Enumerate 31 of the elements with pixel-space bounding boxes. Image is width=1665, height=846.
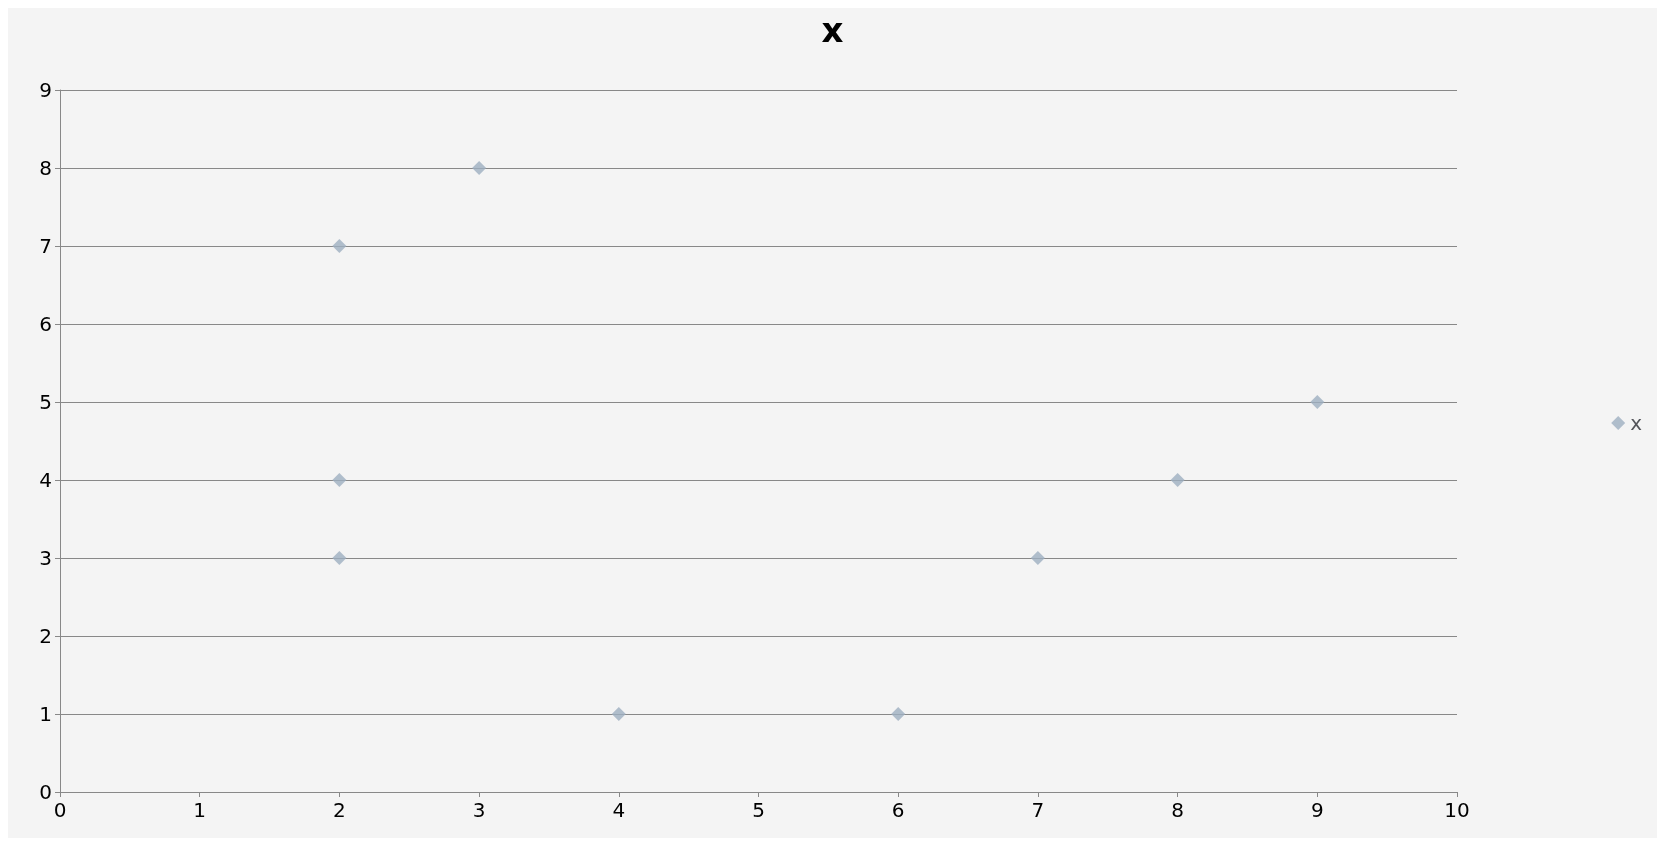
x-tick-label: 4 bbox=[612, 798, 626, 822]
y-tick-label: 8 bbox=[39, 156, 52, 180]
y-tick-label: 0 bbox=[39, 780, 52, 804]
y-tick-label: 5 bbox=[39, 390, 52, 414]
y-tick-label: 1 bbox=[39, 702, 52, 726]
x-tick-label: 9 bbox=[1310, 798, 1324, 822]
y-tick-label: 2 bbox=[39, 624, 52, 648]
point bbox=[472, 161, 487, 175]
y-tick-label: 9 bbox=[39, 78, 52, 102]
point bbox=[332, 239, 347, 253]
y-tick-label: 4 bbox=[39, 468, 52, 492]
x-tick-label: 6 bbox=[891, 798, 905, 822]
x-tick-label: 10 bbox=[1444, 798, 1470, 822]
point bbox=[1170, 473, 1185, 487]
point bbox=[332, 473, 347, 487]
chart-title: x bbox=[821, 10, 844, 50]
x-tick-label: 5 bbox=[752, 798, 765, 822]
point bbox=[611, 707, 626, 721]
x-tick-label: 7 bbox=[1031, 798, 1045, 822]
x-tick-label: 1 bbox=[193, 798, 207, 822]
point bbox=[1030, 551, 1045, 565]
y-tick-label: 3 bbox=[39, 546, 52, 570]
y-tick-label: 7 bbox=[39, 234, 52, 258]
point bbox=[891, 707, 906, 721]
point bbox=[332, 551, 347, 565]
x-tick-label: 2 bbox=[333, 798, 346, 822]
y-tick-label: 6 bbox=[39, 312, 52, 336]
point bbox=[1310, 395, 1325, 409]
x-tick-label: 3 bbox=[472, 798, 486, 822]
x-tick-label: 8 bbox=[1171, 798, 1184, 822]
legend-label: x bbox=[1630, 411, 1643, 435]
